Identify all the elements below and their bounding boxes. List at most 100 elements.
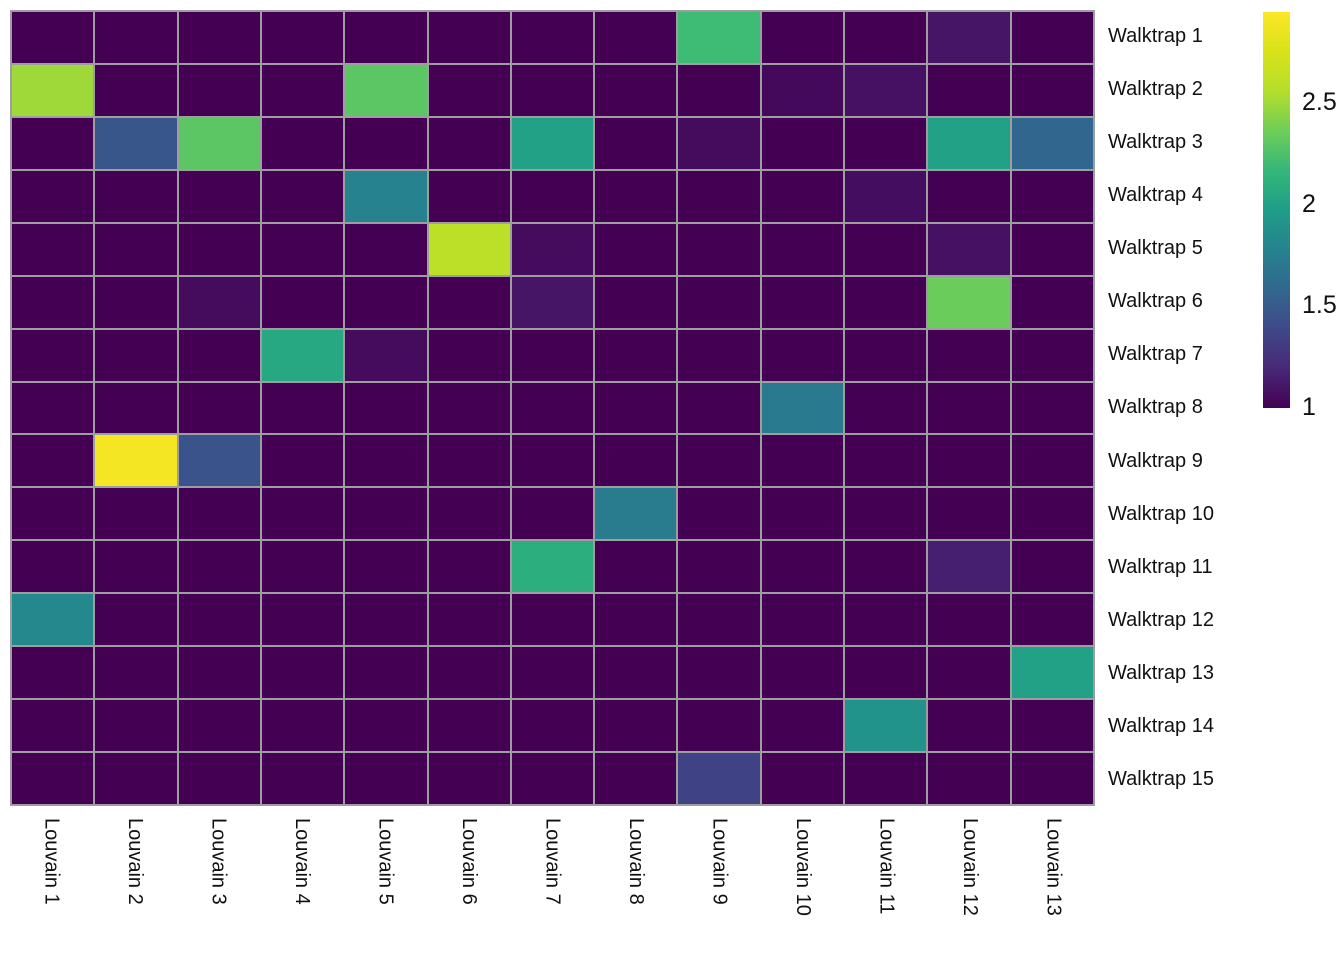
heatmap-cell (178, 117, 260, 169)
heatmap-cell (928, 700, 1010, 752)
heatmap-cell (1011, 594, 1093, 646)
heatmap-cell (678, 753, 760, 804)
heatmap-cell (178, 170, 260, 222)
heatmap-cell (345, 541, 427, 593)
heatmap-cell (178, 488, 260, 540)
colorbar-tick: 1.5 (1302, 291, 1337, 320)
heatmap-cell (595, 488, 677, 540)
heatmap-cell (511, 223, 594, 275)
heatmap-cell (511, 117, 594, 169)
heatmap-cell (595, 64, 677, 116)
heatmap-cell (345, 329, 427, 381)
heatmap-cell (845, 12, 927, 63)
heatmap-cell (678, 12, 760, 63)
heatmap-cell (1011, 700, 1093, 752)
heatmap-cell (1011, 382, 1093, 434)
heatmap-cell (261, 276, 344, 328)
heatmap-cell (678, 276, 760, 328)
column-label: Louvain 10 (791, 818, 814, 916)
heatmap-cell (845, 594, 927, 646)
heatmap-cell (511, 276, 594, 328)
row-label: Walktrap 9 (1108, 449, 1203, 472)
heatmap-cell (12, 753, 94, 804)
heatmap-cell (761, 117, 844, 169)
column-label: Louvain 3 (207, 818, 230, 905)
heatmap-cell (595, 117, 677, 169)
heatmap-cell (95, 329, 177, 381)
row-label: Walktrap 10 (1108, 502, 1214, 525)
heatmap-cell (12, 329, 94, 381)
heatmap-cell (345, 647, 427, 699)
heatmap-cell (95, 64, 177, 116)
heatmap-cell (678, 700, 760, 752)
heatmap-cell (761, 12, 844, 63)
heatmap-cell (595, 170, 677, 222)
heatmap-grid (10, 10, 1095, 806)
heatmap-cell (928, 117, 1010, 169)
heatmap-cell (928, 488, 1010, 540)
heatmap-cell (511, 594, 594, 646)
heatmap-cell (12, 541, 94, 593)
heatmap-cell (845, 382, 927, 434)
heatmap-cell (261, 223, 344, 275)
heatmap-cell (595, 594, 677, 646)
heatmap-cell (95, 435, 177, 487)
heatmap-cell (678, 170, 760, 222)
heatmap-cell (95, 488, 177, 540)
heatmap-cell (761, 488, 844, 540)
heatmap-cell (345, 170, 427, 222)
heatmap-cell (345, 700, 427, 752)
heatmap-cell (345, 64, 427, 116)
row-label: Walktrap 1 (1108, 25, 1203, 48)
heatmap-cell (12, 647, 94, 699)
heatmap-cell (428, 700, 510, 752)
heatmap-cell (12, 223, 94, 275)
heatmap-cell (845, 541, 927, 593)
heatmap-cell (845, 647, 927, 699)
heatmap-cell (95, 541, 177, 593)
heatmap-cell (428, 276, 510, 328)
row-label: Walktrap 12 (1108, 608, 1214, 631)
heatmap-cell (678, 488, 760, 540)
heatmap-cell (845, 488, 927, 540)
heatmap-cell (178, 329, 260, 381)
heatmap-cell (345, 382, 427, 434)
heatmap-cell (345, 223, 427, 275)
colorbar-gradient (1263, 12, 1290, 408)
heatmap-cell (845, 170, 927, 222)
heatmap-cell (428, 541, 510, 593)
heatmap-cell (261, 753, 344, 804)
heatmap-cell (928, 64, 1010, 116)
heatmap-cell (428, 382, 510, 434)
heatmap-cell (928, 329, 1010, 381)
heatmap-cell (595, 12, 677, 63)
heatmap-cell (428, 223, 510, 275)
column-label: Louvain 8 (624, 818, 647, 905)
heatmap-cell (511, 64, 594, 116)
heatmap-cell (511, 170, 594, 222)
row-label: Walktrap 2 (1108, 78, 1203, 101)
column-label: Louvain 5 (374, 818, 397, 905)
heatmap-cell (678, 64, 760, 116)
heatmap-cell (845, 64, 927, 116)
heatmap-cell (678, 435, 760, 487)
heatmap-cell (845, 700, 927, 752)
heatmap-cell (1011, 753, 1093, 804)
heatmap-cell (928, 435, 1010, 487)
heatmap-cell (678, 647, 760, 699)
heatmap-cell (595, 223, 677, 275)
heatmap-cell (178, 64, 260, 116)
heatmap-cell (678, 329, 760, 381)
heatmap-cell (1011, 435, 1093, 487)
column-label: Louvain 13 (1042, 818, 1065, 916)
colorbar-tick: 2 (1302, 189, 1316, 218)
heatmap-cell (428, 488, 510, 540)
heatmap-cell (428, 435, 510, 487)
row-label: Walktrap 7 (1108, 343, 1203, 366)
heatmap-cell (761, 435, 844, 487)
row-label: Walktrap 14 (1108, 714, 1214, 737)
heatmap-cell (12, 117, 94, 169)
heatmap-cell (761, 541, 844, 593)
heatmap-cell (12, 700, 94, 752)
column-label: Louvain 12 (958, 818, 981, 916)
